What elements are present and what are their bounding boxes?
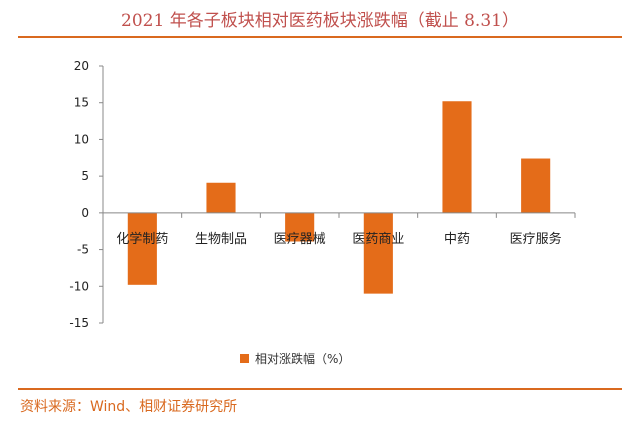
bar-6 xyxy=(521,158,551,213)
category-label: 医药商业 xyxy=(352,232,404,247)
source-divider xyxy=(18,388,622,390)
category-label: 医疗服务 xyxy=(510,231,562,247)
category-label: 化学制药 xyxy=(116,231,168,247)
source-note: 资料来源：Wind、相财证券研究所 xyxy=(20,399,238,415)
bar-5 xyxy=(442,101,472,213)
y-tick-label: -10 xyxy=(69,279,89,293)
bar-2 xyxy=(206,182,236,213)
y-tick-label: 0 xyxy=(81,206,89,220)
bar-3 xyxy=(285,212,315,242)
chart-title: 2021 年各子板块相对医药板块涨跌幅（截止 8.31） xyxy=(121,11,519,31)
y-tick-label: 20 xyxy=(74,59,89,73)
legend: 相对涨跌幅（%） xyxy=(240,350,350,367)
legend-swatch xyxy=(240,354,249,363)
category-label: 中药 xyxy=(444,232,470,247)
bar-1 xyxy=(127,212,157,285)
bar-4 xyxy=(363,212,393,294)
y-tick-label: -15 xyxy=(69,316,89,330)
y-tick-label: 10 xyxy=(74,132,89,146)
category-label: 医疗器械 xyxy=(274,232,326,247)
category-label: 生物制品 xyxy=(195,232,247,247)
title-divider xyxy=(18,36,622,38)
y-tick-label: 15 xyxy=(74,96,89,110)
y-tick-label: 5 xyxy=(81,169,89,183)
legend-label: 相对涨跌幅（%） xyxy=(255,352,351,366)
y-tick-label: -5 xyxy=(77,243,89,257)
